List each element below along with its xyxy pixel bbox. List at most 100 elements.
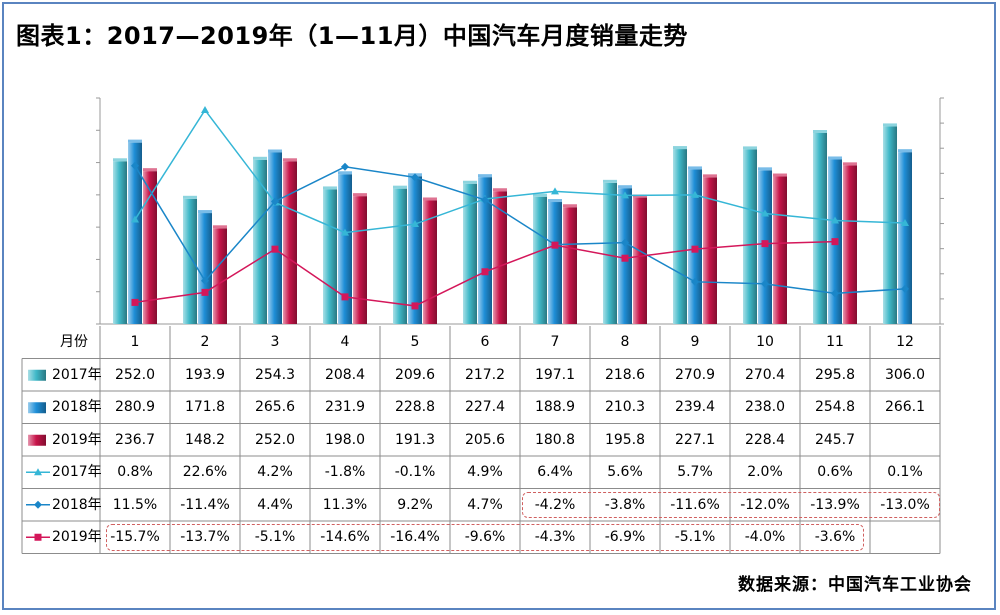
marker-2019-8 — [621, 254, 629, 262]
data-label: 227.4 — [464, 399, 506, 416]
bar-top — [688, 166, 702, 170]
legend-key-bar — [28, 402, 46, 414]
bar-top — [548, 199, 562, 203]
data-label: -15.7% — [110, 529, 160, 546]
data-label: -11.4% — [180, 496, 230, 513]
bar-2017-4 — [323, 189, 337, 324]
data-label: 22.6% — [182, 464, 228, 481]
marker-2017-5 — [411, 220, 419, 228]
bar-top — [533, 193, 547, 197]
data-label: 218.6 — [604, 366, 646, 383]
x-tick-label: 11 — [826, 334, 844, 350]
bar-2019-10 — [773, 176, 787, 324]
legend-key-marker — [34, 468, 42, 476]
data-label: -5.1% — [674, 529, 716, 546]
bar-2019-9 — [703, 177, 717, 324]
data-label: 191.3 — [394, 431, 436, 448]
bar-2019-5 — [423, 200, 437, 324]
bar-top — [353, 193, 367, 197]
data-label: 195.8 — [604, 431, 646, 448]
bar-2018-2 — [198, 213, 212, 324]
marker-2018-12 — [901, 284, 909, 293]
bar-2018-1 — [128, 142, 142, 324]
data-label: -4.0% — [744, 529, 786, 546]
bar-2018-6 — [478, 177, 492, 324]
bar-top — [338, 171, 352, 175]
data-label: -11.6% — [670, 496, 720, 513]
data-label: 4.7% — [467, 496, 503, 513]
data-label: 197.1 — [534, 366, 576, 383]
data-label: 266.1 — [884, 399, 926, 416]
bar-2018-10 — [758, 170, 772, 324]
x-tick-label: 1 — [130, 334, 140, 350]
legend-key-marker — [34, 533, 42, 541]
data-label: 245.7 — [814, 431, 856, 448]
data-label: -14.6% — [320, 529, 370, 546]
bar-2018-3 — [268, 152, 282, 324]
source-note: 数据来源：中国汽车工业协会 — [738, 575, 972, 595]
x-tick-label: 5 — [410, 334, 420, 350]
series-name: 2019年 — [52, 529, 102, 546]
data-label: -4.2% — [534, 496, 576, 513]
data-label: -13.7% — [180, 529, 230, 546]
bar-top — [493, 188, 507, 192]
line-2017-growth — [134, 108, 906, 234]
marker-2019-11 — [831, 238, 839, 246]
data-label: 4.4% — [257, 496, 293, 513]
data-label: 9.2% — [397, 496, 433, 513]
marker-2018-4 — [341, 162, 349, 171]
data-label: 227.1 — [674, 431, 716, 448]
series-name: 2017年 — [52, 366, 102, 383]
data-label: 254.8 — [814, 399, 856, 416]
bar-top — [253, 156, 267, 160]
bar-top — [113, 158, 127, 162]
data-label: 265.6 — [254, 399, 296, 416]
marker-2019-3 — [271, 245, 279, 253]
bar-2018-12 — [898, 152, 912, 324]
x-axis-header: 月份 — [60, 334, 88, 350]
bar-2019-6 — [493, 191, 507, 324]
marker-2019-10 — [761, 240, 769, 248]
bar-2018-7 — [548, 202, 562, 324]
highlight-box — [522, 491, 940, 518]
bar-top — [213, 225, 227, 229]
bar-top — [603, 179, 617, 183]
marker-2017-8 — [621, 191, 629, 199]
marker-2017-4 — [341, 228, 349, 236]
data-label: 5.6% — [607, 464, 643, 481]
line-2018-growth — [134, 165, 906, 295]
x-tick-label: 7 — [550, 334, 560, 350]
marker-2017-2 — [201, 106, 209, 114]
data-label: -3.6% — [814, 529, 856, 546]
data-label: 217.2 — [464, 366, 506, 383]
bar-top — [883, 123, 897, 127]
bar-2017-2 — [183, 198, 197, 324]
marker-2019-1 — [131, 298, 139, 306]
data-label: -1.8% — [324, 464, 366, 481]
chart-title: 图表1：2017—2019年（1—11月）中国汽车月度销量走势 — [16, 22, 688, 50]
data-label: 180.8 — [534, 431, 576, 448]
data-label: 209.6 — [394, 366, 436, 383]
data-label: -6.9% — [604, 529, 646, 546]
x-tick-label: 8 — [620, 334, 630, 350]
marker-2017-9 — [691, 190, 699, 198]
data-label: 239.4 — [674, 399, 716, 416]
bar-top — [673, 146, 687, 150]
bar-2017-3 — [253, 159, 267, 324]
data-label: -4.3% — [534, 529, 576, 546]
data-label: 252.0 — [114, 366, 156, 383]
marker-2018-5 — [411, 173, 419, 182]
data-label: 6.4% — [537, 464, 573, 481]
marker-2017-1 — [131, 215, 139, 223]
marker-2018-8 — [621, 238, 629, 247]
bar-top — [393, 185, 407, 189]
bar-2019-4 — [353, 196, 367, 324]
data-label: 193.9 — [184, 366, 226, 383]
data-label: 0.8% — [117, 464, 153, 481]
data-label: -16.4% — [390, 529, 440, 546]
legend-key-marker — [34, 500, 42, 509]
bar-top — [268, 149, 282, 153]
bar-2017-10 — [743, 149, 757, 324]
bar-top — [423, 197, 437, 201]
